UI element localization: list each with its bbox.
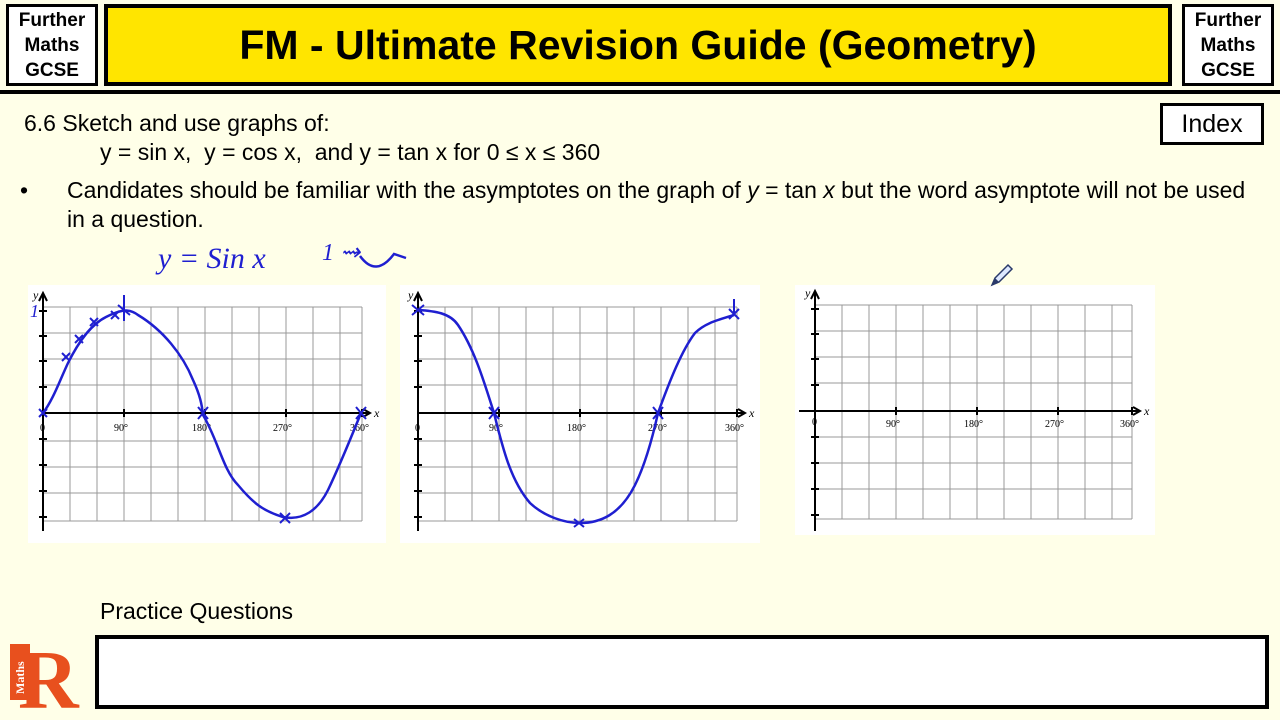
axes (413, 290, 748, 531)
badge-line-1: Further (18, 9, 86, 31)
bullet-point: • (20, 177, 29, 203)
spec-subtitle: y = sin x, y = cos x, and y = tan x for … (100, 139, 601, 165)
x-axis-label: x (373, 406, 380, 420)
origin-label: 0 (415, 423, 420, 434)
further-maths-gcse-badge-right: Further Maths GCSE (1182, 4, 1274, 86)
origin-label: 0 (812, 417, 817, 428)
handwritten-annotation: y = Sin x 1 ⇝ (155, 240, 407, 275)
bullet-text-eq: = tan (758, 177, 824, 203)
tick-label-180: 180° (964, 419, 983, 430)
tick-label-360: 360° (725, 423, 744, 434)
bullet-text-part: but the word asymptote will not be used … (67, 177, 1246, 232)
graph-tan-blank: y x 0 90° 180° 270° 360° (795, 285, 1155, 535)
header-divider (0, 90, 1280, 94)
practice-questions-box (95, 635, 1269, 709)
rmaths-logo: R Maths (10, 636, 80, 714)
annotation-sin: y = Sin x (155, 242, 266, 275)
tick-label-360: 360° (350, 423, 369, 434)
x-axis-label: x (1143, 404, 1150, 418)
badge-line-3: GCSE (25, 59, 79, 81)
tick-label-90: 90° (886, 419, 900, 430)
graph-sin: y x 0 90° 180° 270° 360° 1 (28, 285, 386, 543)
origin-label: 0 (40, 423, 45, 434)
annotation-arrow: 1 ⇝ (322, 240, 361, 266)
sin-curve-sketch (42, 309, 363, 520)
y-axis-label: y (804, 286, 811, 300)
x-axis-label: x (748, 406, 755, 420)
plotted-points (411, 299, 740, 528)
page-title-banner: FM - Ultimate Revision Guide (Geometry) (104, 4, 1172, 86)
logo-text: Maths (13, 661, 27, 694)
cos-curve-sketch (417, 308, 735, 525)
badge-line-2: Maths (1200, 34, 1256, 56)
tick-label-270: 270° (1045, 419, 1064, 430)
y-axis-label: y (407, 288, 414, 302)
pen-cursor-icon (990, 263, 1014, 287)
spec-title: 6.6 Sketch and use graphs of: (24, 110, 330, 136)
plotted-points (38, 295, 367, 524)
tick-label-90: 90° (114, 423, 128, 434)
axes (799, 288, 1143, 531)
bullet-text-part: Candidates should be familiar with the a… (67, 177, 748, 203)
tick-label-180: 180° (567, 423, 586, 434)
tick-label-270: 270° (273, 423, 292, 434)
bullet-text: Candidates should be familiar with the a… (67, 176, 1257, 234)
badge-line-2: Maths (24, 34, 80, 56)
y-axis-label: y (32, 288, 39, 302)
index-button-label: Index (1181, 109, 1243, 138)
bullet-var-x: x (823, 177, 835, 203)
badge-line-1: Further (1194, 9, 1262, 31)
practice-questions-label: Practice Questions (100, 598, 294, 624)
tick-label-270: 270° (648, 423, 667, 434)
index-button[interactable]: Index (1160, 103, 1264, 145)
tick-label-180: 180° (192, 423, 211, 434)
page-title: FM - Ultimate Revision Guide (Geometry) (239, 21, 1037, 68)
graph-cos: y x 0 90° 180° 270° 360° (400, 285, 760, 543)
bullet-var-y: y (747, 177, 759, 203)
tick-label-360: 360° (1120, 419, 1139, 430)
tick-label-90: 90° (489, 423, 503, 434)
badge-line-3: GCSE (1201, 59, 1255, 81)
annotation-one: 1 (30, 301, 39, 321)
further-maths-gcse-badge-left: Further Maths GCSE (6, 4, 98, 86)
